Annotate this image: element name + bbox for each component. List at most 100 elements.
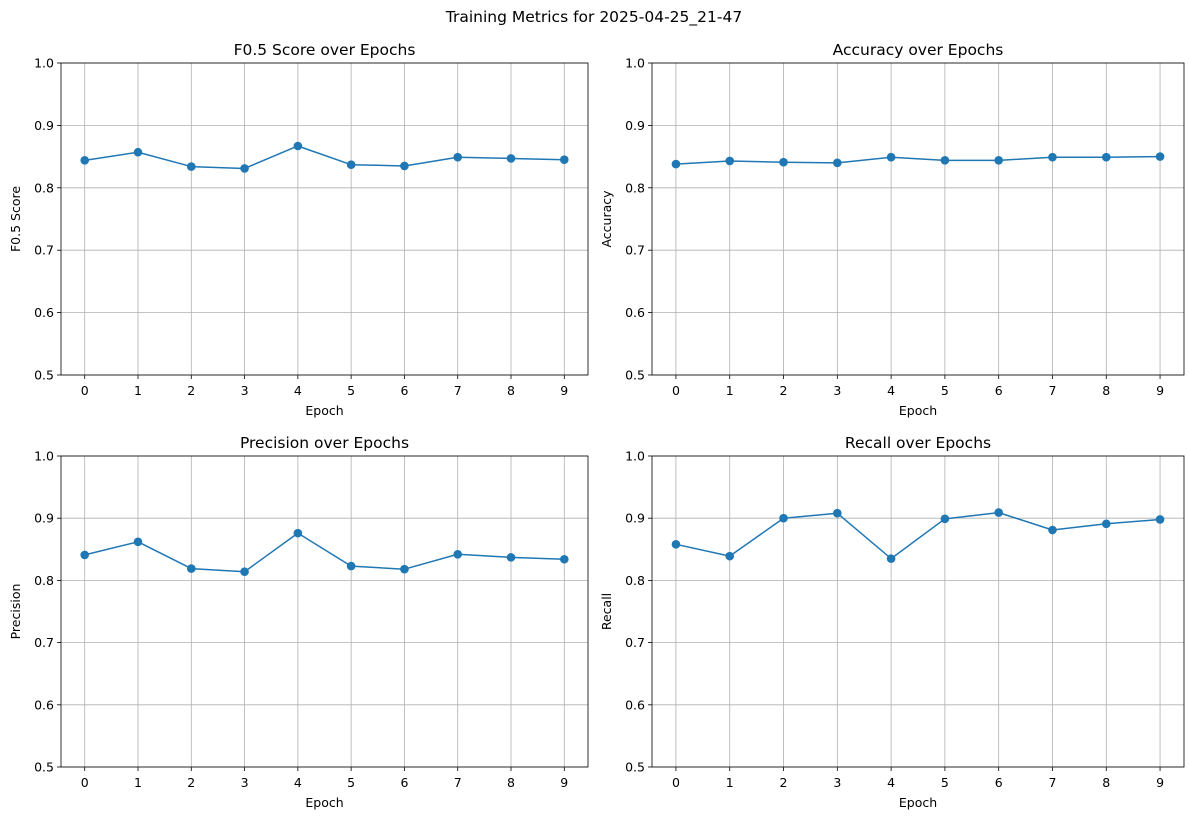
data-point [1048, 152, 1057, 162]
x-tick-label: 9 [1156, 775, 1164, 790]
y-axis-label: F0.5 Score [8, 186, 23, 252]
data-point [779, 157, 788, 167]
x-tick-label: 0 [672, 383, 680, 398]
subplot-title: Recall over Epochs [845, 434, 991, 452]
x-tick-label: 4 [887, 383, 895, 398]
y-tick-label: 1.0 [34, 56, 54, 71]
x-tick-label: 8 [1102, 383, 1110, 398]
data-point [453, 152, 463, 162]
y-tick-label: 0.8 [34, 180, 54, 195]
subplot-4: 0 1 2 3 4 5 6 7 8 9 0.5 0.6 0.7 0.8 0.9 1.0 Recall over … [599, 434, 1185, 810]
y-tick-label: 0.6 [34, 697, 54, 712]
y-tick-label: 0.5 [625, 760, 645, 775]
x-tick-label: 2 [780, 383, 788, 398]
data-point [186, 564, 196, 573]
data-point [506, 553, 516, 562]
data-point [671, 159, 681, 169]
axes-frame [60, 62, 589, 376]
x-tick-label: 1 [726, 383, 734, 398]
y-tick-label: 0.7 [34, 243, 54, 258]
y-tick-label: 1.0 [625, 56, 645, 71]
x-tick-label: 4 [887, 775, 895, 790]
data-point [1101, 519, 1111, 529]
x-tick-label: 4 [294, 383, 302, 398]
x-tick-label: 3 [241, 775, 249, 790]
subplot-title: F0.5 Score over Epochs [234, 41, 416, 59]
x-tick-label: 8 [507, 775, 515, 790]
x-tick-label: 0 [81, 383, 89, 398]
x-tick-label: 1 [134, 775, 142, 790]
data-point [1155, 515, 1165, 524]
x-tick-label: 9 [1156, 383, 1164, 398]
data-point [346, 160, 356, 170]
axes-frame [651, 455, 1185, 768]
y-tick-label: 0.7 [625, 243, 645, 258]
data-point [80, 550, 90, 560]
y-tick-label: 0.6 [34, 305, 54, 320]
x-tick-label: 6 [400, 775, 408, 790]
subplot-1: 0 1 2 3 4 5 6 7 8 9 0.5 0.6 0.7 0.8 0.9 1.0 F0.5 Score o… [8, 41, 589, 418]
x-tick-label: 0 [81, 775, 89, 790]
series-line [84, 145, 565, 170]
y-tick-label: 0.8 [625, 180, 645, 195]
data-point [506, 154, 516, 163]
x-tick-label: 7 [1049, 775, 1057, 790]
series-line [675, 511, 1161, 560]
data-point [186, 162, 196, 171]
y-tick-label: 0.5 [34, 760, 54, 775]
y-axis-label: Accuracy [599, 190, 614, 248]
x-tick-label: 2 [780, 775, 788, 790]
x-tick-label: 1 [134, 383, 142, 398]
subplot-title: Precision over Epochs [240, 434, 409, 452]
data-point [133, 147, 143, 157]
y-tick-label: 0.5 [625, 368, 645, 383]
x-axis-label: Epoch [305, 795, 343, 810]
x-tick-label: 5 [347, 383, 355, 398]
y-tick-label: 0.7 [34, 635, 54, 650]
axes-frame [651, 62, 1185, 376]
y-tick-label: 0.9 [625, 511, 645, 526]
data-point [671, 540, 681, 549]
y-tick-label: 1.0 [34, 449, 54, 464]
data-point [1101, 152, 1111, 162]
x-tick-label: 5 [347, 775, 355, 790]
y-tick-label: 0.9 [34, 118, 54, 133]
y-tick-label: 0.8 [34, 573, 54, 588]
data-point [80, 156, 90, 165]
data-point [833, 508, 842, 518]
x-tick-label: 6 [400, 383, 408, 398]
data-point [725, 551, 735, 561]
data-point [833, 158, 842, 168]
data-point [1155, 152, 1165, 161]
data-point [1048, 525, 1057, 535]
y-tick-label: 0.8 [625, 573, 645, 588]
x-tick-label: 8 [1102, 775, 1110, 790]
y-tick-label: 0.7 [625, 635, 645, 650]
axes-frame [60, 455, 589, 768]
data-point [240, 567, 249, 576]
subplot-title: Accuracy over Epochs [833, 41, 1004, 59]
x-tick-label: 3 [241, 383, 249, 398]
x-tick-label: 7 [1049, 383, 1057, 398]
y-axis-label: Precision [8, 584, 23, 640]
data-point [559, 554, 569, 564]
x-tick-label: 7 [454, 775, 462, 790]
data-point [886, 152, 896, 162]
x-tick-label: 2 [187, 775, 195, 790]
data-point [400, 564, 409, 574]
y-tick-label: 0.6 [625, 305, 645, 320]
y-tick-label: 1.0 [625, 449, 645, 464]
figure-title: Training Metrics for 2025-04-25_21-47 [445, 8, 742, 27]
x-tick-label: 5 [941, 775, 949, 790]
data-point [293, 528, 303, 538]
series-line [84, 532, 565, 573]
data-point [293, 141, 303, 151]
data-point [346, 561, 356, 571]
data-point [559, 155, 569, 165]
x-tick-label: 8 [507, 383, 515, 398]
x-tick-label: 3 [833, 775, 841, 790]
x-tick-label: 0 [672, 775, 680, 790]
data-point [994, 156, 1003, 165]
y-tick-label: 0.6 [625, 697, 645, 712]
